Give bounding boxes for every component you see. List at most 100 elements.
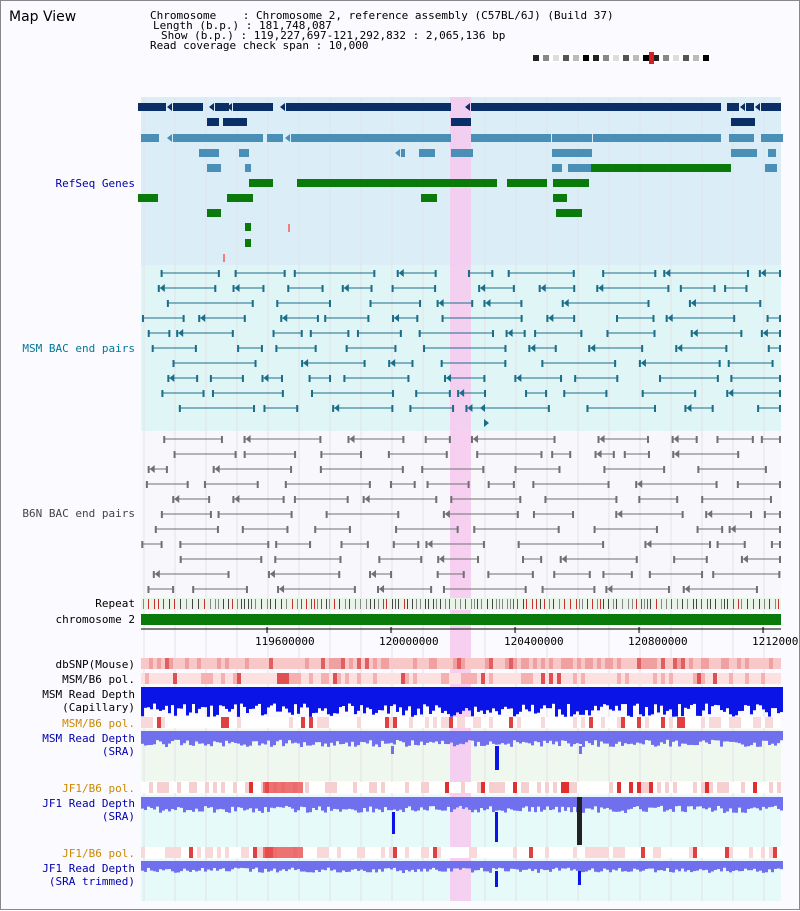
msm-sra-depth-bar [729, 731, 732, 742]
heat-cell [665, 782, 669, 793]
jf1-sra-depth-bar [339, 797, 342, 812]
track-label-msm-bac[interactable]: MSM BAC end pairs [22, 342, 135, 355]
ideogram-band [623, 55, 629, 61]
track-label-dbsnp[interactable]: dbSNP(Mouse) [55, 658, 135, 671]
b6n-bac-pair [709, 541, 712, 548]
strand-arrow [245, 435, 251, 443]
b6n-bac-pair [672, 451, 675, 458]
strand-arrow [646, 540, 652, 548]
ideogram-position-marker [649, 52, 654, 64]
jf1-sra-depth-bar [324, 797, 327, 813]
b6n-bac-pair [755, 586, 758, 593]
chromosome-line: Chromosome : Chromosome 2, reference ass… [150, 9, 614, 22]
jf1-sra-depth-bar [552, 797, 555, 810]
msm-capillary-depth-bar [387, 687, 390, 714]
msm-capillary-depth-bar [438, 687, 441, 708]
msm-bac-pair [141, 315, 144, 322]
msm-capillary-depth-bar [366, 687, 369, 708]
gene-feature [746, 103, 754, 111]
b6n-bac-pair [424, 436, 427, 443]
track-label-msm-depth-capillary[interactable]: MSM Read Depth (Capillary) [42, 688, 135, 714]
msm-bac-pair [415, 390, 418, 397]
heat-cell [213, 717, 217, 728]
heat-cell [693, 658, 697, 669]
heat-cell [489, 847, 493, 858]
heat-cell [573, 782, 577, 793]
b6n-bac-pair [597, 436, 600, 443]
track-label-msm-pol[interactable]: MSM/B6 pol. [62, 673, 135, 686]
heat-cell [457, 717, 461, 728]
heat-cell [209, 658, 213, 669]
heat-cell [753, 782, 757, 793]
msm-bac-pair [418, 330, 421, 337]
heat-cell [741, 673, 745, 684]
msm-capillary-depth-bar [393, 687, 396, 705]
heat-cell [697, 717, 701, 728]
gene-feature [297, 179, 497, 187]
track-label-repeat[interactable]: Repeat [95, 597, 135, 610]
b6n-bac-pair [389, 481, 392, 488]
heat-cell [481, 847, 485, 858]
heat-cell [173, 658, 177, 669]
msm-capillary-depth-bar [447, 687, 450, 715]
track-label-jf1-pol[interactable]: JF1/B6 pol. [62, 782, 135, 795]
track-label-refseq[interactable]: RefSeq Genes [55, 177, 135, 190]
msm-bac-pair [300, 330, 303, 337]
msm-sra-depth-bar [345, 731, 348, 743]
heat-cell [149, 847, 153, 858]
track-label-b6n-bac[interactable]: B6N BAC end pairs [22, 507, 135, 520]
msm-capillary-depth-bar [765, 687, 768, 713]
gene-feature [765, 164, 777, 172]
msm-bac-pair [688, 300, 691, 307]
repeat-mark [398, 599, 399, 609]
track-label-jf1-pol-2[interactable]: JF1/B6 pol. [62, 847, 135, 860]
msm-bac-pair [615, 315, 618, 322]
track-label-msm-pol-2[interactable]: MSM/B6 pol. [62, 717, 135, 730]
strand-arrow [285, 134, 290, 142]
jf1-trimmed-depth-bar [759, 861, 762, 871]
jf1-trimmed-depth-bar [216, 861, 219, 871]
msm-sra-depth-bar [459, 731, 462, 744]
repeat-mark [345, 599, 346, 609]
repeat-mark [169, 599, 170, 609]
heat-cell [217, 717, 221, 728]
jf1-sra-depth-bar [207, 797, 210, 808]
b6n-bac-pair [540, 451, 543, 458]
heat-cell [693, 847, 697, 858]
heat-cell [681, 658, 685, 669]
heat-cell [141, 673, 145, 684]
heat-cell [277, 673, 281, 684]
heat-cell [581, 673, 585, 684]
jf1-sra-depth-bar [687, 797, 690, 807]
track-label-msm-depth-sra[interactable]: MSM Read Depth (SRA) [42, 732, 135, 758]
heat-cell [525, 782, 529, 793]
b6n-bac-pair [294, 451, 297, 458]
msm-bac-pair [157, 285, 160, 292]
b6n-bac-pair [682, 586, 685, 593]
msm-bac-pair [345, 345, 348, 352]
track-label-chromosome[interactable]: chromosome 2 [55, 613, 135, 626]
msm-sra-depth-bar [594, 731, 597, 741]
repeat-mark [492, 599, 493, 609]
jf1-sra-depth-bar [144, 797, 147, 811]
heat-cell [237, 717, 241, 728]
heat-cell [437, 782, 441, 793]
msm-bac-pair [779, 390, 781, 397]
b6n-bac-pair [779, 481, 781, 488]
ideogram-band [653, 55, 659, 61]
depth-spike [495, 812, 498, 842]
heat-cell [777, 658, 781, 669]
heat-cell [557, 658, 561, 669]
msm-capillary-depth-bar [231, 687, 234, 710]
track-label-jf1-depth-sra[interactable]: JF1 Read Depth (SRA) [42, 797, 135, 823]
msm-bac-pair [638, 360, 641, 367]
msm-capillary-depth-bar [336, 687, 339, 714]
msm-sra-depth-bar [318, 731, 321, 743]
track-label-jf1-depth-trimmed[interactable]: JF1 Read Depth (SRA trimmed) [42, 862, 135, 888]
heat-cell [749, 782, 753, 793]
heat-cell [201, 717, 205, 728]
msm-bac-pair [528, 345, 531, 352]
jf1-trimmed-depth-bar [693, 861, 696, 872]
jf1-trimmed-depth-bar [465, 861, 468, 869]
